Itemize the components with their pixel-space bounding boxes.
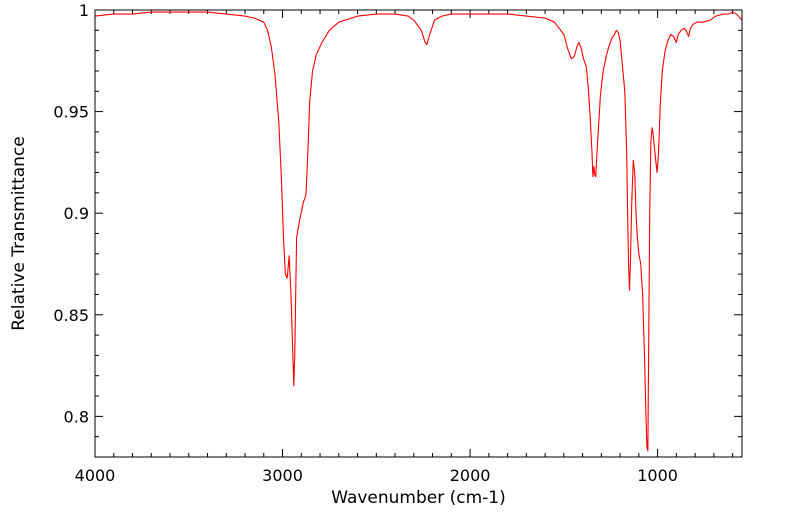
x-tick-label: 1000 xyxy=(637,466,678,485)
y-tick-label: 1 xyxy=(79,1,89,20)
plot-background xyxy=(95,10,742,457)
y-tick-label: 0.95 xyxy=(53,103,89,122)
y-tick-label: 0.8 xyxy=(64,407,89,426)
x-tick-label: 4000 xyxy=(75,466,116,485)
x-axis-title: Wavenumber (cm-1) xyxy=(331,488,506,508)
y-axis-title: Relative Transmittance xyxy=(9,136,29,331)
x-tick-label: 3000 xyxy=(262,466,303,485)
x-tick-label: 2000 xyxy=(450,466,491,485)
spectrum-line xyxy=(95,11,742,452)
y-tick-label: 0.85 xyxy=(53,306,89,325)
y-tick-label: 0.9 xyxy=(64,204,89,223)
tick-labels: 4000 3000 2000 1000 1 0.95 0.9 0.85 0.8 xyxy=(53,1,678,485)
plot-frame xyxy=(94,9,743,458)
